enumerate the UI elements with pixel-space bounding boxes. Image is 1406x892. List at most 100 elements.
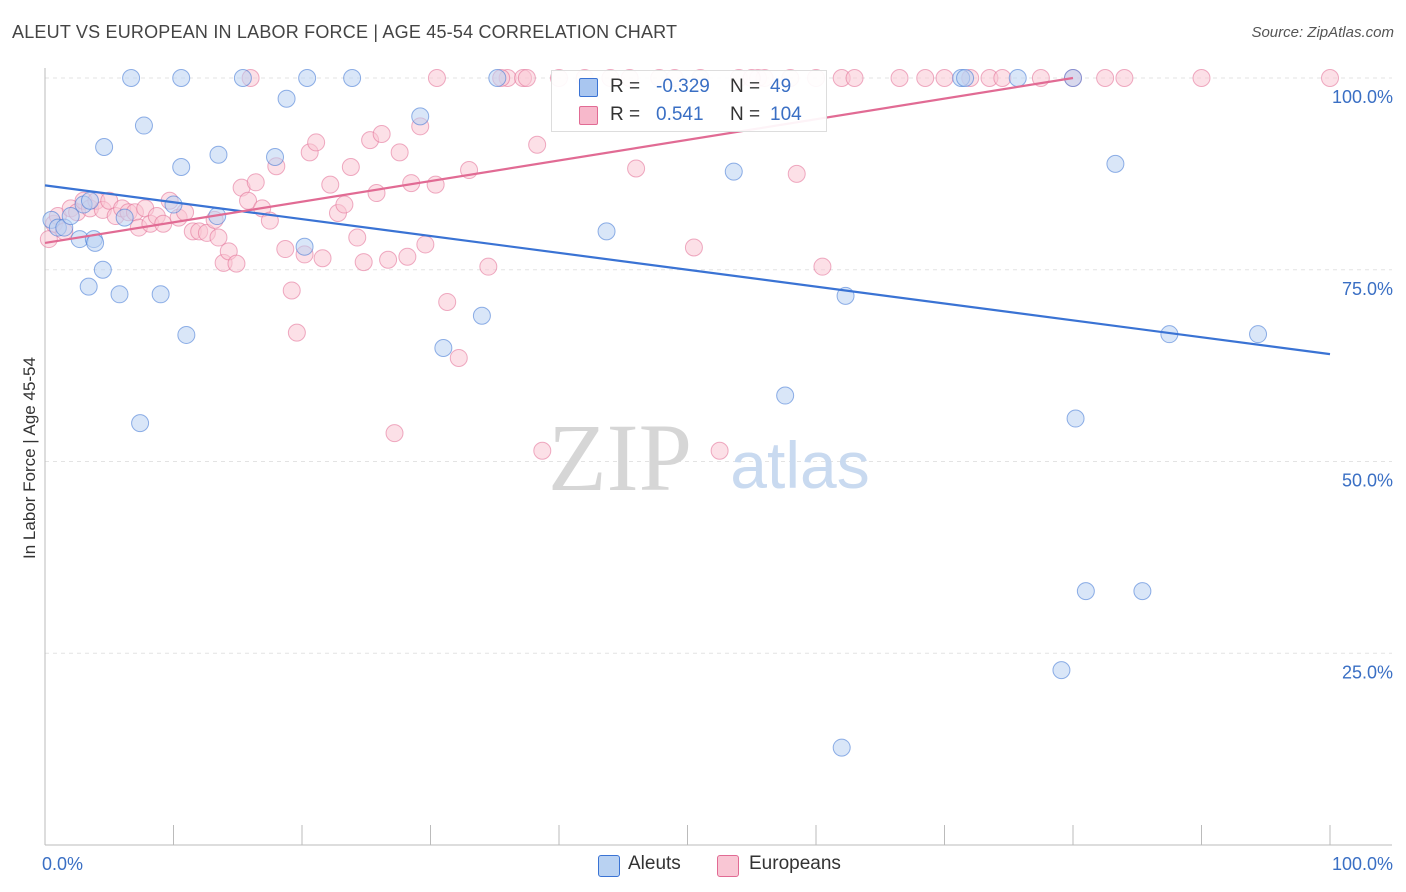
point-aleuts bbox=[151, 285, 170, 304]
point-europeans bbox=[427, 69, 446, 87]
legend-n-value: 104 bbox=[770, 104, 802, 125]
watermark-atlas: atlas bbox=[730, 428, 869, 502]
point-europeans bbox=[239, 191, 258, 210]
point-europeans bbox=[416, 235, 435, 254]
point-europeans bbox=[438, 292, 457, 311]
point-europeans bbox=[627, 159, 646, 178]
trend-line-europeans bbox=[44, 76, 1074, 244]
legend-r-value: -0.329 bbox=[656, 76, 710, 97]
x-tick-label: 0.0% bbox=[42, 854, 83, 874]
point-europeans bbox=[287, 323, 306, 342]
point-europeans bbox=[890, 69, 909, 87]
series-swatch-aleuts bbox=[598, 855, 620, 877]
point-europeans bbox=[367, 184, 386, 203]
trend-line-aleuts bbox=[44, 184, 1331, 356]
point-aleuts bbox=[956, 69, 975, 87]
point-europeans bbox=[935, 69, 954, 87]
y-axis-label: In Labor Force | Age 45-54 bbox=[20, 357, 39, 559]
point-europeans bbox=[845, 69, 864, 87]
point-aleuts bbox=[295, 237, 314, 256]
point-aleuts bbox=[79, 277, 98, 296]
legend-row-europeans: R = 0.541 N = 104 bbox=[552, 101, 826, 129]
chart-title: ALEUT VS EUROPEAN IN LABOR FORCE | AGE 4… bbox=[12, 22, 678, 42]
point-europeans bbox=[398, 247, 417, 266]
point-europeans bbox=[372, 124, 391, 143]
point-europeans bbox=[379, 250, 398, 269]
series-label-europeans: Europeans bbox=[749, 853, 841, 874]
legend-row-aleuts: R = -0.329 N = 49 bbox=[552, 73, 826, 101]
point-europeans bbox=[1321, 69, 1339, 87]
point-europeans bbox=[276, 240, 295, 259]
point-europeans bbox=[313, 249, 332, 268]
tick-labels: 25.0% 50.0% 75.0% 100.0% 0.0% 100.0% bbox=[42, 87, 1393, 874]
y-tick-label: 100.0% bbox=[1332, 87, 1393, 107]
point-europeans bbox=[227, 254, 246, 273]
point-europeans bbox=[993, 69, 1012, 87]
watermark-zip: ZIP bbox=[548, 404, 692, 511]
point-europeans bbox=[528, 135, 547, 154]
point-europeans bbox=[710, 441, 729, 460]
point-aleuts bbox=[172, 69, 191, 87]
point-aleuts bbox=[434, 338, 453, 357]
point-aleuts bbox=[95, 138, 114, 157]
point-europeans bbox=[354, 253, 373, 272]
legend-r-label: R = bbox=[610, 76, 641, 97]
point-aleuts bbox=[1133, 582, 1152, 601]
point-europeans bbox=[916, 69, 935, 87]
y-tick-label: 75.0% bbox=[1342, 279, 1393, 299]
point-europeans bbox=[209, 228, 228, 247]
point-aleuts bbox=[724, 162, 743, 181]
point-aleuts bbox=[177, 325, 196, 344]
point-europeans bbox=[517, 69, 536, 87]
y-tick-label: 25.0% bbox=[1342, 662, 1393, 682]
point-europeans bbox=[1115, 69, 1134, 87]
point-europeans bbox=[1096, 69, 1115, 87]
point-aleuts bbox=[597, 222, 616, 241]
point-europeans bbox=[390, 143, 409, 162]
axes bbox=[44, 68, 1392, 846]
point-europeans bbox=[348, 228, 367, 247]
point-aleuts bbox=[277, 89, 296, 108]
legend-r-value: 0.541 bbox=[656, 104, 704, 125]
point-aleuts bbox=[1076, 582, 1095, 601]
point-europeans bbox=[385, 424, 404, 443]
point-aleuts bbox=[122, 69, 141, 87]
point-aleuts bbox=[209, 145, 228, 164]
point-europeans bbox=[246, 173, 265, 192]
point-aleuts bbox=[343, 69, 362, 87]
point-europeans bbox=[787, 164, 806, 183]
point-aleuts bbox=[134, 116, 153, 135]
y-tick-label: 50.0% bbox=[1342, 471, 1393, 491]
point-europeans bbox=[282, 281, 301, 300]
series-swatch-europeans bbox=[717, 855, 739, 877]
point-europeans bbox=[684, 238, 703, 257]
point-aleuts bbox=[411, 107, 430, 126]
point-aleuts bbox=[86, 233, 105, 252]
point-aleuts bbox=[164, 195, 183, 214]
point-aleuts bbox=[776, 386, 795, 405]
legend-swatch-europeans bbox=[579, 106, 598, 125]
point-aleuts bbox=[1249, 325, 1268, 344]
point-aleuts bbox=[1008, 69, 1027, 87]
point-aleuts bbox=[110, 285, 129, 304]
point-europeans bbox=[307, 133, 326, 152]
correlation-legend: R = -0.329 N = 49 R = 0.541 N = 104 bbox=[551, 70, 827, 132]
point-aleuts bbox=[1052, 661, 1071, 680]
legend-swatch-aleuts bbox=[579, 78, 598, 97]
legend-n-label: N = bbox=[730, 76, 761, 97]
legend-n-value: 49 bbox=[770, 76, 792, 97]
point-aleuts bbox=[472, 306, 491, 325]
point-aleuts bbox=[832, 738, 851, 757]
point-europeans bbox=[813, 257, 832, 276]
x-tick-label: 100.0% bbox=[1332, 854, 1393, 874]
source-label: Source: ZipAtlas.com bbox=[1251, 24, 1394, 41]
point-aleuts bbox=[298, 69, 317, 87]
point-aleuts bbox=[61, 207, 80, 226]
watermark: ZIP atlas bbox=[548, 404, 870, 511]
point-europeans bbox=[321, 175, 340, 194]
point-europeans bbox=[479, 257, 498, 276]
point-aleuts bbox=[115, 208, 134, 227]
point-europeans bbox=[341, 157, 360, 176]
trend-lines bbox=[44, 76, 1331, 356]
point-europeans bbox=[335, 195, 354, 214]
